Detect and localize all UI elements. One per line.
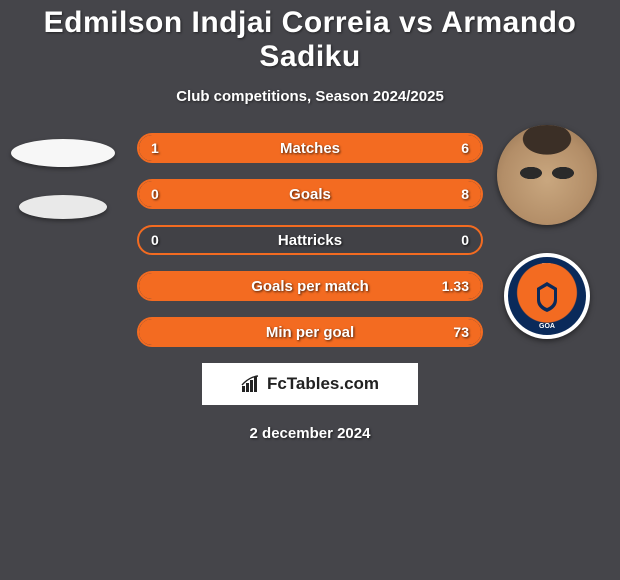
face-icon (497, 125, 597, 225)
stat-right-value: 8 (449, 181, 481, 207)
stat-row-goals-per-match: Goals per match 1.33 (137, 271, 483, 301)
page-subtitle: Club competitions, Season 2024/2025 (0, 88, 620, 105)
stat-row-min-per-goal: Min per goal 73 (137, 317, 483, 347)
left-player-column (8, 129, 118, 219)
stat-right-value: 73 (441, 319, 481, 345)
stats-arena: FC GOA 1 Matches 6 (0, 129, 620, 442)
generated-date: 2 december 2024 (0, 425, 620, 442)
club-logo-text-bottom: GOA (508, 323, 586, 330)
bar-chart-icon (241, 375, 263, 393)
club-logo-inner (514, 263, 580, 329)
right-club-logo: FC GOA (504, 253, 590, 339)
left-avatar-placeholder-2 (19, 195, 107, 219)
comparison-infographic: Edmilson Indjai Correia vs Armando Sadik… (0, 0, 620, 580)
left-avatar-placeholder-1 (11, 139, 115, 167)
stat-label: Hattricks (139, 227, 481, 253)
page-title: Edmilson Indjai Correia vs Armando Sadik… (0, 0, 620, 74)
stat-row-matches: 1 Matches 6 (137, 133, 483, 163)
right-player-avatar (497, 125, 597, 225)
brand-text: FcTables.com (267, 374, 379, 394)
stat-row-goals: 0 Goals 8 (137, 179, 483, 209)
stat-right-value: 1.33 (430, 273, 481, 299)
stat-label: Min per goal (139, 319, 481, 345)
stat-right-value: 0 (449, 227, 481, 253)
stat-label: Matches (139, 135, 481, 161)
stat-label: Goals (139, 181, 481, 207)
stat-rows: 1 Matches 6 0 Goals 8 0 Hattricks 0 (137, 129, 483, 347)
stat-row-hattricks: 0 Hattricks 0 (137, 225, 483, 255)
club-crest-icon (527, 276, 567, 316)
brand-attribution: FcTables.com (202, 363, 418, 405)
stat-right-value: 6 (449, 135, 481, 161)
right-player-column: FC GOA (492, 129, 602, 339)
